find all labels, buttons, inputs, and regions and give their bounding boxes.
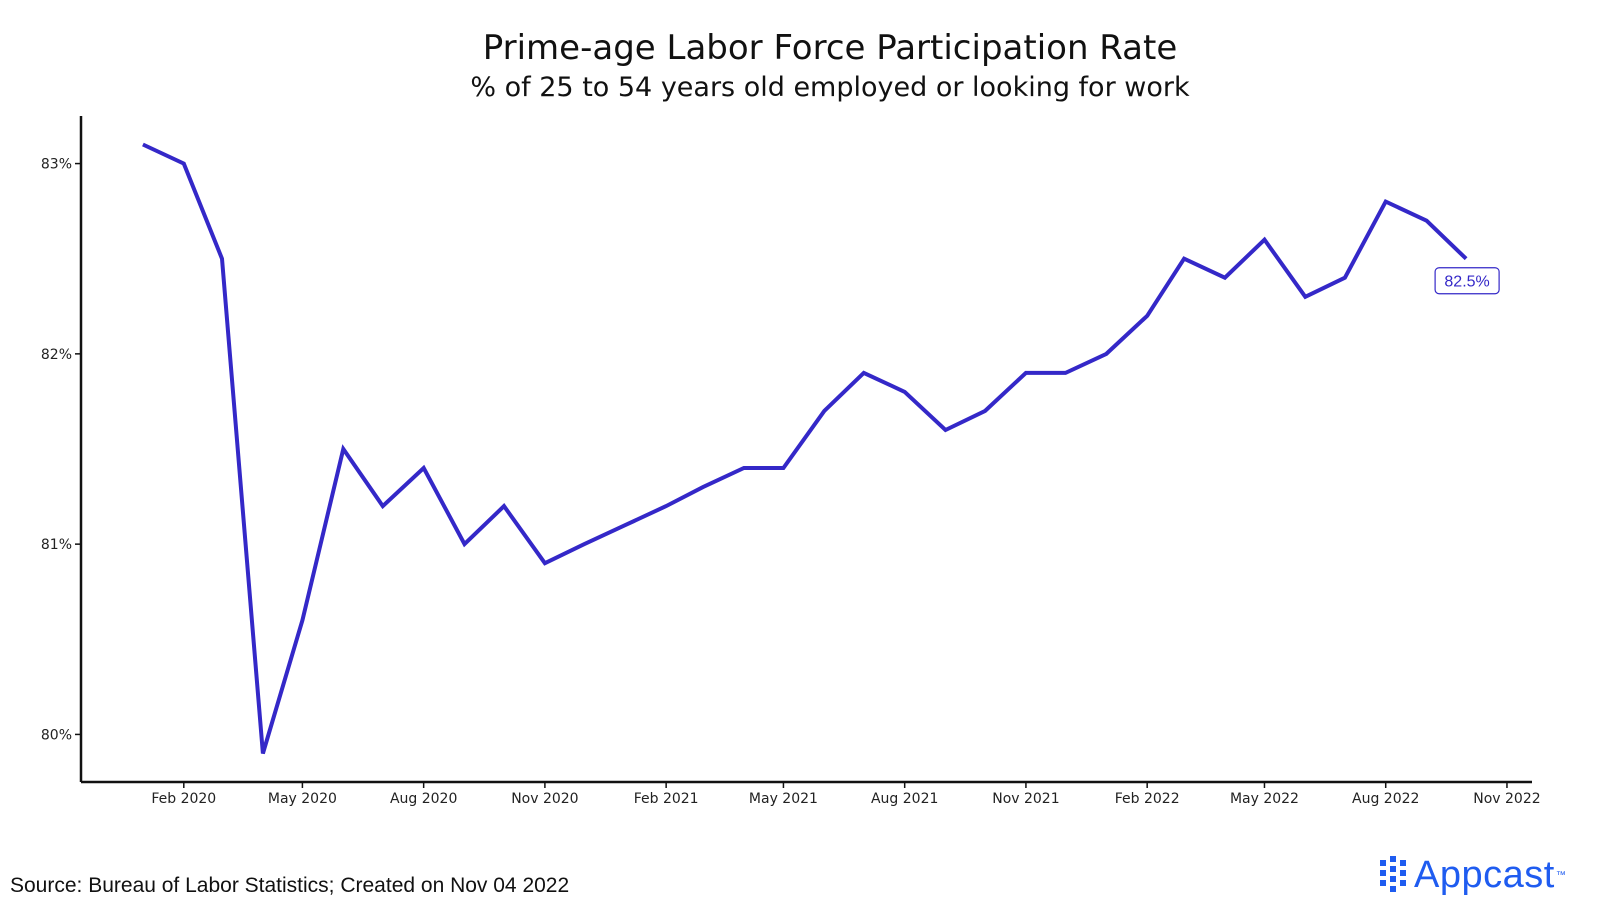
x-tick-label: Feb 2020 (151, 791, 216, 807)
x-tick-label: Feb 2022 (1115, 791, 1180, 807)
end-value-label: 82.5% (1444, 274, 1489, 291)
trademark-symbol: ™ (1555, 869, 1566, 881)
x-tick-label: Nov 2022 (1473, 791, 1540, 807)
appcast-wordmark: Appcast (1414, 853, 1555, 896)
appcast-logo: Appcast ™ (1380, 852, 1566, 898)
x-tick-label: Aug 2022 (1352, 791, 1419, 807)
source-note: Source: Bureau of Labor Statistics; Crea… (10, 874, 570, 897)
x-tick-label: May 2021 (749, 791, 818, 807)
data-line (142, 142, 1468, 755)
chart-subtitle: % of 25 to 54 years old employed or look… (470, 72, 1190, 103)
x-tick-label: Aug 2020 (390, 791, 457, 807)
appcast-logo-icon (1380, 856, 1406, 894)
y-tick-label: 82% (41, 347, 72, 363)
x-tick-label: May 2020 (268, 791, 337, 807)
y-tick-label: 80% (41, 727, 72, 743)
x-tick-label: Aug 2021 (871, 791, 938, 807)
x-tick-label: Nov 2021 (992, 791, 1059, 807)
y-tick-label: 83% (41, 157, 72, 173)
x-tick-label: Nov 2020 (511, 791, 578, 807)
end-value-label-box (1434, 267, 1500, 295)
x-tick-label: May 2022 (1230, 791, 1299, 807)
y-tick-label: 81% (41, 537, 72, 553)
chart-title: Prime-age Labor Force Participation Rate (482, 28, 1178, 68)
x-tick-label: Feb 2021 (634, 791, 699, 807)
